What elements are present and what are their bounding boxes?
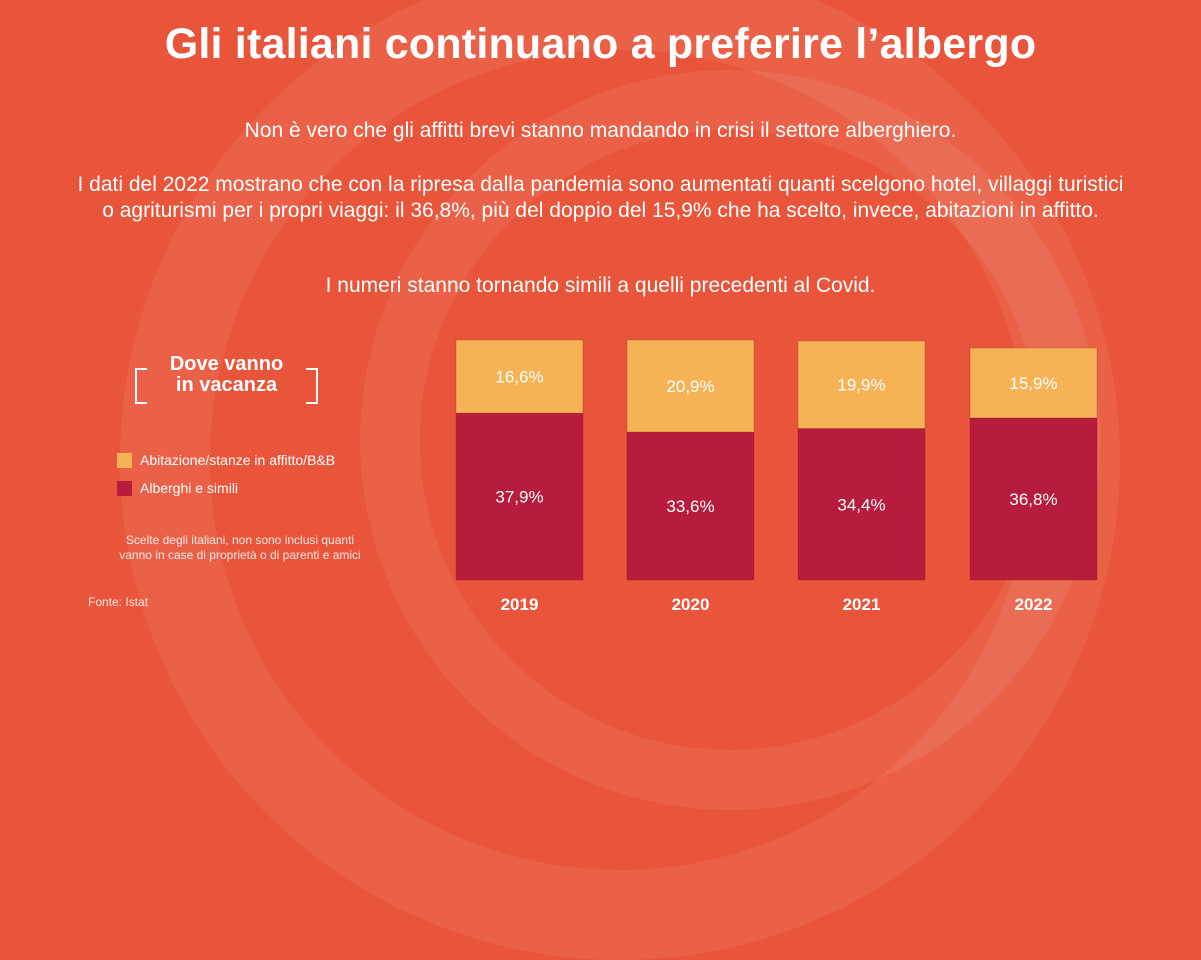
data-label-rent-2020: 20,9% [666,377,714,396]
footnote-line-1: Scelte degli italiani, non sono inclusi … [125,533,355,547]
legend-label-hotel: Alberghi e simili [140,480,239,496]
legend-title-line-2: in vacanza [175,374,278,396]
x-tick-label-2021: 2021 [843,595,881,614]
x-tick-label-2020: 2020 [672,595,710,614]
data-label-rent-2021: 19,9% [837,376,885,395]
legend-title-box: Dove vanno in vacanza [135,354,318,404]
legend-title: Dove vanno in vacanza [135,354,318,396]
bar-hotel-2019 [455,412,584,581]
footnote: Scelte degli italiani, non sono inclusi … [80,533,400,563]
source-note: Fonte: Istat [88,595,149,609]
legend-label-rent: Abitazione/stanze in affitto/B&B [140,452,336,468]
legend-title-line-1: Dove vanno [169,353,284,375]
data-label-hotel-2020: 33,6% [666,497,714,516]
bracket-left [135,368,147,404]
bar-hotel-2022 [969,417,1098,581]
data-label-hotel-2021: 34,4% [837,495,885,514]
intro-paragraph-1: Non è vero che gli affitti brevi stanno … [244,119,957,142]
stacked-bar-chart: 37,9% 16,6% 2019 33,6% 20,9% 2020 34,4% 19,9% 20… [455,339,1098,614]
bar-rent-2021 [797,340,926,430]
bar-hotel-2021 [797,428,926,581]
page-title: Gli italiani continuano a preferire l’al… [164,20,1037,68]
data-label-hotel-2022: 36,8% [1009,490,1057,509]
bar-rent-2022 [969,347,1098,419]
intro-paragraph-2: I dati del 2022 mostrano che con la ripr… [77,173,1124,222]
legend-item-hotel: Alberghi e simili [117,480,238,496]
bar-rent-2019 [455,339,584,414]
data-label-hotel-2019: 37,9% [495,488,543,507]
bracket-right [306,368,318,404]
legend-item-rent: Abitazione/stanze in affitto/B&B [117,452,335,468]
bar-rent-2020 [626,339,755,433]
intro-paragraph-3: I numeri stanno tornando simili a quelli… [325,274,876,297]
legend-swatch-rent [117,452,132,468]
x-tick-label-2019: 2019 [501,595,539,614]
legend-swatch-hotel [117,480,132,496]
bar-hotel-2020 [626,431,755,581]
x-tick-label-2022: 2022 [1015,595,1053,614]
data-label-rent-2019: 16,6% [495,368,543,387]
footnote-line-2: vanno in case di proprietà o di parenti … [119,548,361,562]
data-label-rent-2022: 15,9% [1009,374,1057,393]
